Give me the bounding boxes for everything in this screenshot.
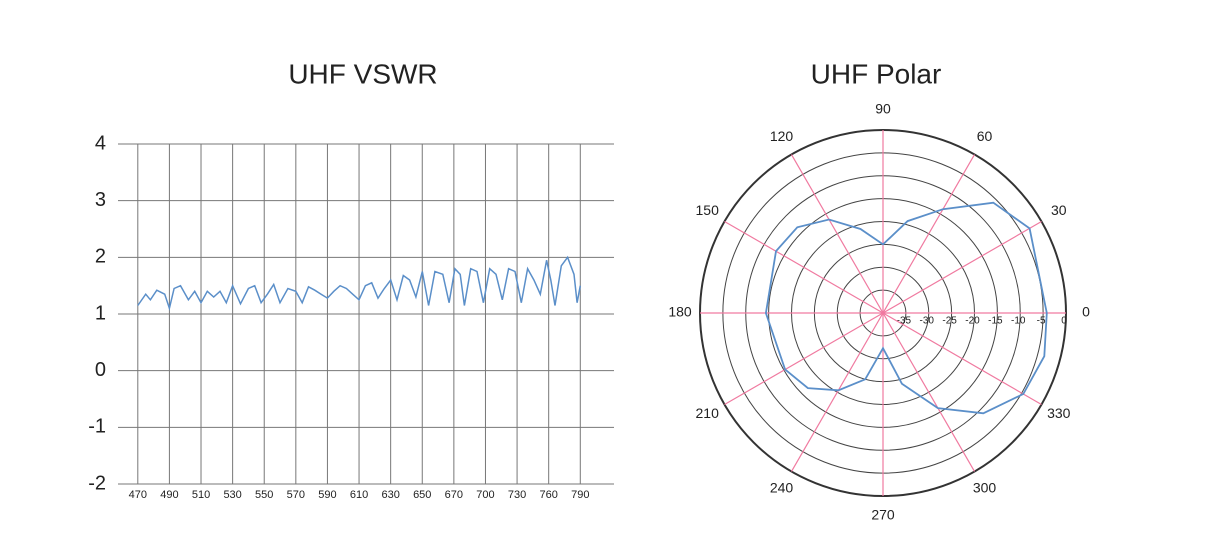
theta-tick-label: 270: [871, 507, 895, 523]
r-tick-label: -10: [1011, 316, 1026, 327]
x-tick-label: 610: [350, 489, 368, 501]
x-tick-label: 550: [255, 489, 273, 501]
theta-tick-label: 300: [973, 480, 997, 496]
chart-title: UHF VSWR: [288, 58, 437, 89]
grid-spoke: [724, 220, 884, 314]
grid-spoke: [790, 312, 884, 472]
x-tick-label: 700: [476, 489, 494, 501]
grid-spoke: [882, 154, 976, 314]
x-tick-label: 470: [129, 489, 147, 501]
grid-spoke: [882, 312, 1042, 406]
x-tick-label: 790: [571, 489, 589, 501]
y-tick-label: -2: [88, 472, 106, 494]
x-tick-label: 570: [287, 489, 305, 501]
x-tick-label: 490: [160, 489, 178, 501]
y-tick-label: 2: [95, 246, 106, 268]
grid-spoke: [882, 220, 1042, 314]
x-tick-label: 730: [508, 489, 526, 501]
theta-tick-label: 30: [1051, 202, 1067, 218]
x-tick-label: 590: [318, 489, 336, 501]
grid-spoke: [882, 312, 976, 472]
x-tick-label: 530: [223, 489, 241, 501]
r-tick-label: -15: [988, 316, 1003, 327]
theta-tick-label: 210: [696, 405, 720, 421]
r-tick-label: -25: [942, 316, 957, 327]
r-tick-label: 0: [1061, 316, 1067, 327]
grid-spoke: [724, 312, 884, 406]
x-tick-label: 670: [445, 489, 463, 501]
y-tick-label: 4: [95, 132, 106, 154]
y-tick-label: 0: [95, 359, 106, 381]
x-tick-label: 650: [413, 489, 431, 501]
theta-tick-label: 330: [1047, 405, 1071, 421]
theta-tick-label: 90: [875, 101, 891, 117]
theta-tick-label: 150: [696, 202, 720, 218]
r-tick-label: -5: [1037, 316, 1046, 327]
theta-tick-label: 240: [770, 480, 794, 496]
r-tick-label: -20: [965, 316, 980, 327]
y-tick-label: -1: [88, 416, 106, 438]
y-tick-label: 1: [95, 302, 106, 324]
x-tick-label: 510: [192, 489, 210, 501]
r-tick-label: -30: [920, 316, 935, 327]
theta-tick-label: 60: [977, 128, 993, 144]
data-line: [764, 201, 1048, 415]
r-tick-label: -35: [897, 316, 912, 327]
x-tick-label: 760: [540, 489, 558, 501]
theta-tick-label: 180: [668, 304, 692, 320]
theta-tick-label: 0: [1082, 304, 1090, 320]
data-line: [137, 255, 582, 312]
grid-spoke: [790, 154, 884, 314]
chart-title: UHF Polar: [811, 58, 942, 89]
x-tick-label: 630: [381, 489, 399, 501]
y-tick-label: 3: [95, 189, 106, 211]
theta-tick-label: 120: [770, 128, 794, 144]
